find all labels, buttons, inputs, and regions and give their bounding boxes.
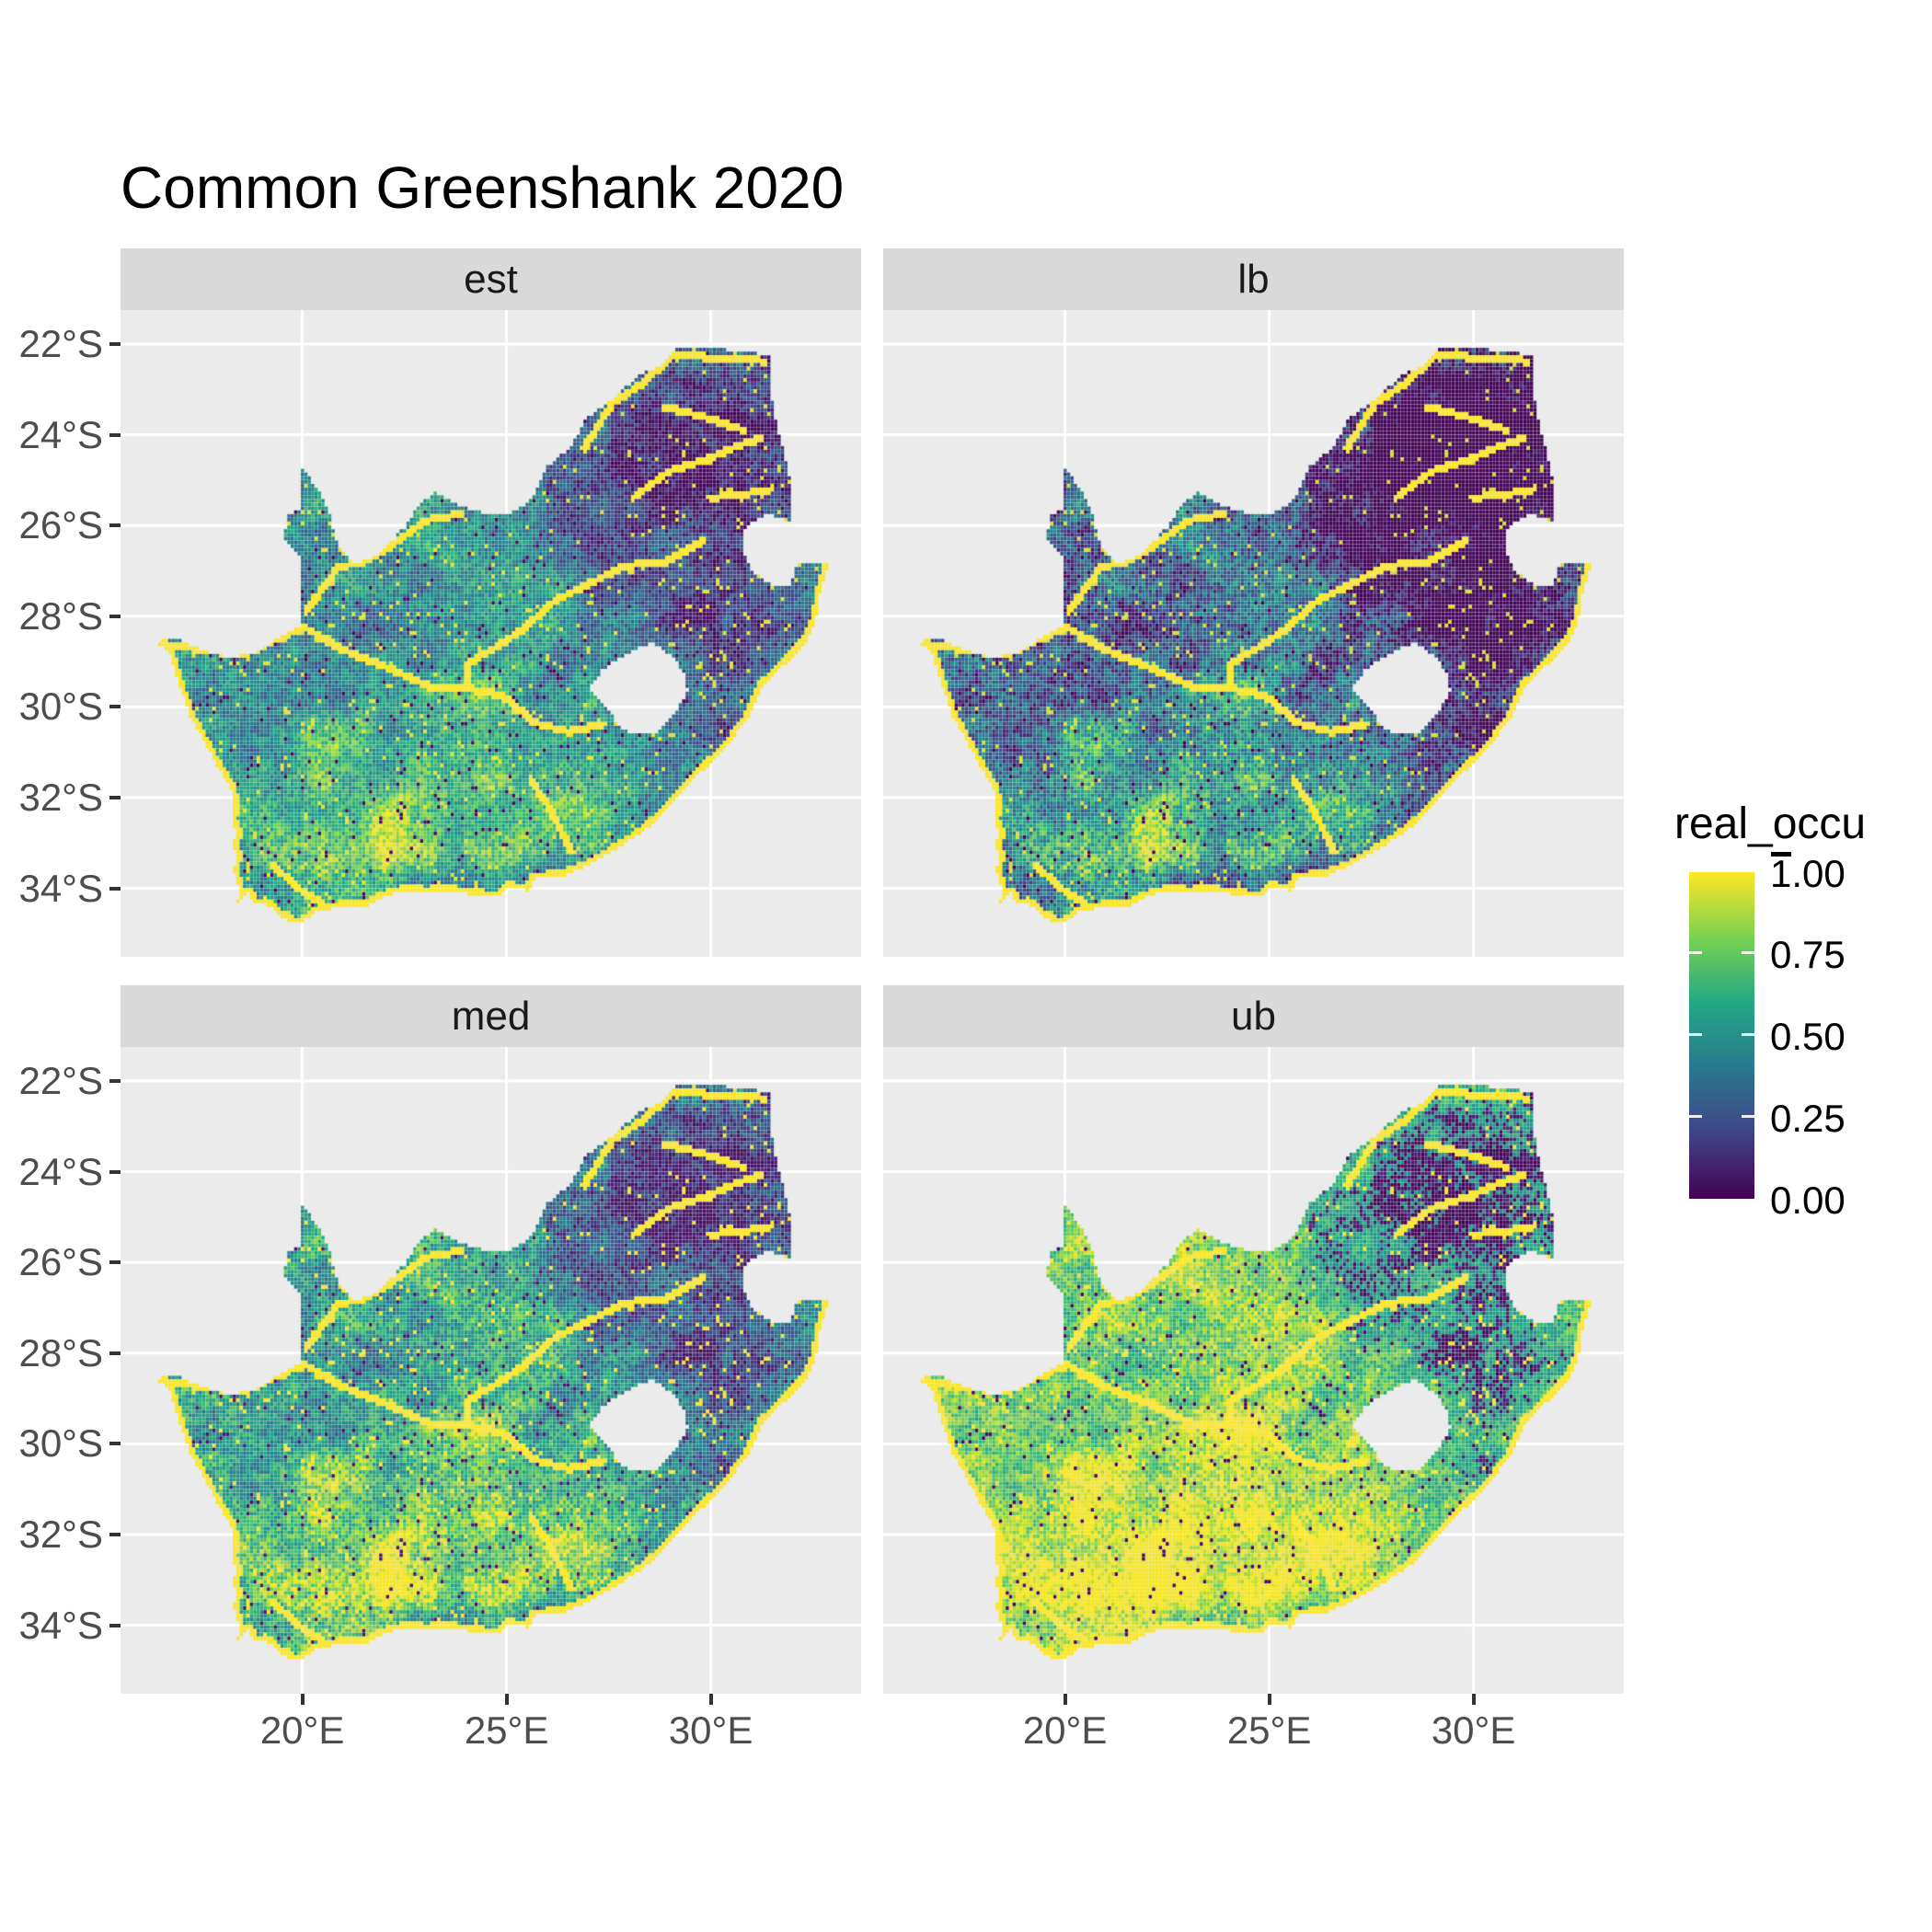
x-axis-tick-label: 20°E	[1022, 1708, 1108, 1752]
map-canvas-med	[121, 1047, 861, 1694]
facet-strip-label: ub	[1231, 993, 1276, 1039]
y-axis-tick-mark	[109, 432, 121, 437]
facet-strip-med: med	[121, 985, 861, 1047]
y-axis-tick-mark	[109, 1351, 121, 1355]
x-axis-tick-mark	[300, 1694, 305, 1705]
legend-tick-label: 0.50	[1770, 1015, 1846, 1058]
legend-top-tick	[1771, 852, 1791, 857]
facet-strip-est: est	[121, 248, 861, 310]
y-axis-tick-label: 26°S	[18, 503, 103, 547]
legend-tick-label: 0.00	[1770, 1179, 1846, 1222]
legend-tick-label: 1.00	[1770, 852, 1846, 895]
y-axis-tick-label: 32°S	[18, 1512, 103, 1556]
y-axis-tick-mark	[109, 795, 121, 799]
legend-title: real_occu	[1674, 799, 1867, 848]
x-axis-tick-mark	[1267, 1694, 1271, 1705]
y-axis-tick-label: 32°S	[18, 775, 103, 819]
y-axis-tick-label: 30°S	[18, 1421, 103, 1466]
y-axis-tick-label: 28°S	[18, 593, 103, 638]
y-axis-tick-label: 24°S	[18, 1149, 103, 1193]
y-axis-tick-mark	[109, 705, 121, 709]
y-axis-tick-mark	[109, 886, 121, 891]
y-axis-tick-mark	[109, 1260, 121, 1265]
y-axis-tick-label: 34°S	[18, 866, 103, 910]
facet-strip-ub: ub	[883, 985, 1624, 1047]
y-axis-tick-mark	[109, 1169, 121, 1174]
y-axis-tick-mark	[109, 614, 121, 618]
y-axis-tick-label: 30°S	[18, 684, 103, 729]
y-axis-tick-mark	[109, 523, 121, 528]
y-axis-tick-mark	[109, 341, 121, 346]
legend-tick-mark	[1689, 1033, 1702, 1036]
x-axis-tick-label: 30°E	[1431, 1708, 1516, 1752]
y-axis-tick-label: 26°S	[18, 1240, 103, 1284]
x-axis-tick-mark	[1471, 1694, 1476, 1705]
facet-strip-label: est	[464, 256, 518, 302]
y-axis-tick-mark	[109, 1078, 121, 1083]
legend-tick-mark	[1689, 1115, 1702, 1118]
x-axis-tick-label: 20°E	[259, 1708, 345, 1752]
facet-strip-lb: lb	[883, 248, 1624, 310]
x-axis-tick-label: 25°E	[1226, 1708, 1312, 1752]
y-axis-tick-label: 22°S	[18, 1058, 103, 1102]
legend-tick-mark	[1689, 951, 1702, 954]
y-axis-tick-label: 22°S	[18, 321, 103, 365]
legend-tick-label: 0.75	[1770, 933, 1846, 976]
legend-tick-mark	[1742, 951, 1754, 954]
map-canvas-est	[121, 310, 861, 957]
map-canvas-ub	[883, 1047, 1624, 1694]
y-axis-tick-mark	[109, 1623, 121, 1627]
legend-tick-label: 0.25	[1770, 1097, 1846, 1140]
y-axis-tick-mark	[109, 1532, 121, 1536]
x-axis-tick-mark	[1063, 1694, 1067, 1705]
facet-strip-label: med	[451, 993, 531, 1039]
plot-title: Common Greenshank 2020	[121, 155, 845, 221]
x-axis-tick-label: 25°E	[464, 1708, 549, 1752]
y-axis-tick-mark	[109, 1442, 121, 1446]
facet-strip-label: lb	[1237, 256, 1270, 302]
legend-tick-mark	[1742, 1115, 1754, 1118]
y-axis-tick-label: 34°S	[18, 1603, 103, 1647]
x-axis-tick-label: 30°E	[668, 1708, 753, 1752]
x-axis-tick-mark	[504, 1694, 509, 1705]
y-axis-tick-label: 28°S	[18, 1330, 103, 1374]
x-axis-tick-mark	[708, 1694, 713, 1705]
map-canvas-lb	[883, 310, 1624, 957]
legend-tick-mark	[1742, 1033, 1754, 1036]
y-axis-tick-label: 24°S	[18, 412, 103, 456]
